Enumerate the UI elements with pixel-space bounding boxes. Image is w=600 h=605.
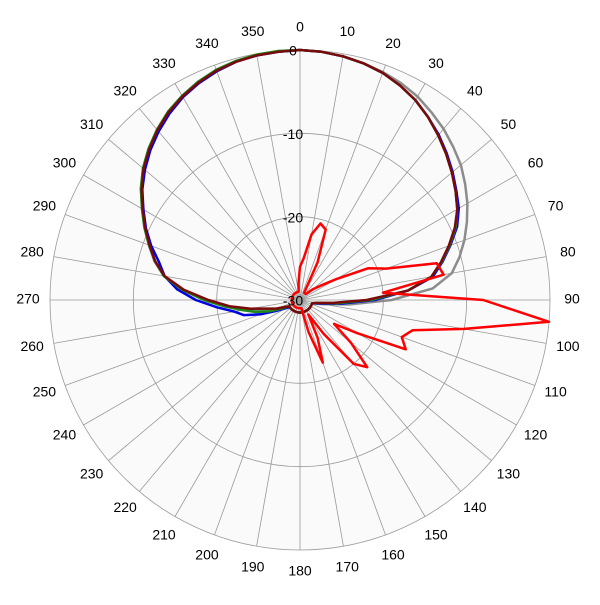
angle-grid-line	[299, 64, 386, 301]
angle-grid-line	[256, 299, 301, 547]
angle-tick-label: 260	[20, 338, 44, 354]
angle-tick-label: 290	[33, 198, 57, 214]
radial-tick-label: -20	[283, 209, 303, 225]
angle-grid-line	[64, 214, 301, 301]
angle-tick-label: 20	[385, 35, 401, 51]
angle-tick-label: 150	[424, 526, 448, 542]
angle-tick-label: 50	[501, 116, 517, 132]
angle-grid-line	[138, 108, 301, 301]
angle-tick-label: 330	[152, 55, 176, 71]
radial-tick-label: -30	[283, 293, 303, 309]
radial-tick-label: -10	[283, 126, 303, 142]
angle-grid-line	[83, 174, 301, 301]
angle-tick-label: 70	[548, 198, 564, 214]
angle-grid-line	[299, 138, 492, 301]
angle-tick-label: 220	[113, 499, 137, 515]
angle-grid-line	[138, 299, 301, 492]
angle-grid-line	[214, 64, 301, 301]
angle-grid-line	[299, 108, 462, 301]
angle-tick-label: 320	[113, 82, 137, 98]
angle-tick-label: 80	[560, 243, 576, 259]
angle-grid-line	[108, 299, 301, 462]
angle-tick-label: 280	[20, 243, 44, 259]
angle-tick-label: 60	[528, 155, 544, 171]
angle-tick-label: 340	[195, 35, 219, 51]
angle-grid-line	[299, 299, 517, 426]
angle-tick-label: 160	[381, 546, 405, 562]
angle-grid-line	[299, 256, 547, 301]
angle-grid-line	[299, 299, 462, 492]
angle-grid-line	[299, 53, 344, 301]
angle-tick-label: 30	[428, 55, 444, 71]
angle-grid-line	[299, 83, 426, 301]
angle-grid-line	[299, 299, 344, 547]
angle-grid-line	[174, 299, 301, 517]
angle-grid-line	[299, 214, 536, 301]
angle-tick-label: 110	[544, 384, 567, 400]
angle-tick-label: 180	[288, 563, 312, 579]
pattern-line	[290, 222, 551, 369]
radial-tick-label: 0	[289, 43, 297, 59]
angle-tick-label: 140	[463, 499, 487, 515]
angle-tick-label: 240	[53, 427, 77, 443]
angle-tick-label: 310	[80, 116, 104, 132]
angle-grid-line	[299, 299, 536, 386]
angle-tick-label: 210	[152, 526, 176, 542]
angle-tick-label: 10	[339, 23, 355, 39]
angle-tick-label: 0	[296, 19, 304, 35]
angle-tick-label: 90	[564, 291, 580, 307]
angle-tick-label: 40	[467, 82, 483, 98]
angle-grid-line	[53, 256, 301, 301]
angle-grid-line	[256, 53, 301, 301]
angle-grid-line	[174, 83, 301, 301]
angle-tick-label: 120	[524, 427, 548, 443]
angle-tick-label: 350	[241, 23, 265, 39]
angle-tick-label: 250	[33, 384, 57, 400]
angle-tick-label: 170	[336, 559, 360, 575]
angle-tick-label: 200	[195, 546, 219, 562]
angle-tick-label: 270	[16, 291, 40, 307]
angle-grid-line	[299, 299, 492, 462]
angle-tick-label: 300	[53, 155, 77, 171]
angle-grid-line	[299, 299, 386, 536]
angle-tick-label: 230	[80, 466, 104, 482]
angle-tick-label: 100	[556, 338, 580, 354]
pattern-line	[140, 48, 459, 314]
angle-grid-line	[299, 299, 547, 344]
angle-grid-line	[83, 299, 301, 426]
angle-grid-line	[299, 299, 426, 517]
angle-tick-label: 130	[497, 466, 521, 482]
angle-tick-label: 190	[241, 559, 265, 575]
angle-grid-line	[108, 138, 301, 301]
angle-grid-line	[214, 299, 301, 536]
angle-grid-line	[53, 299, 301, 344]
